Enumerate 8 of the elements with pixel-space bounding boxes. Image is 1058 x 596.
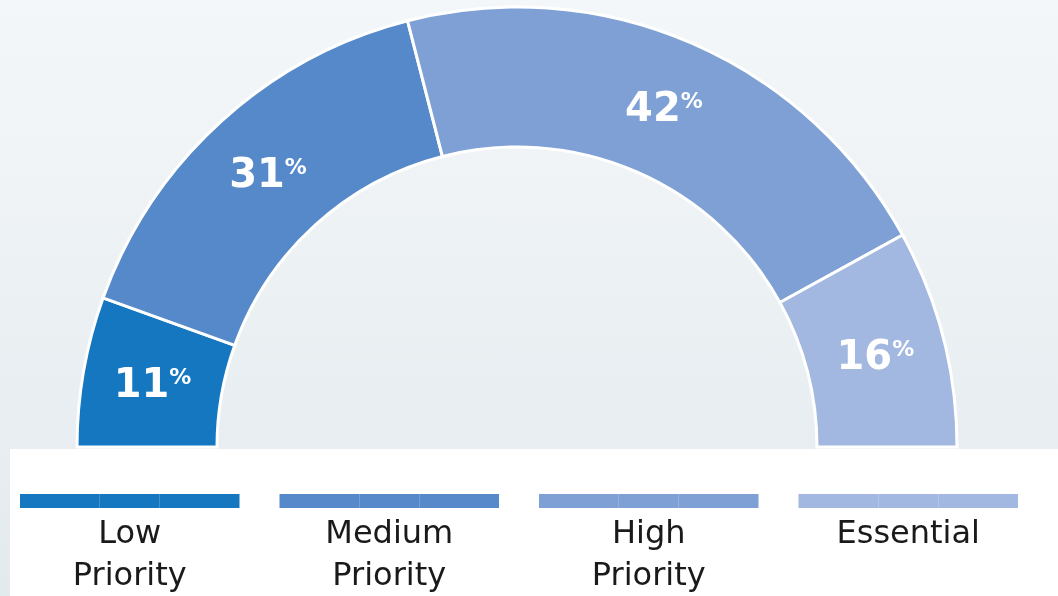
legend-label: Low Priority: [72, 513, 187, 593]
data-label: 42$^{%}$: [625, 84, 703, 131]
legend-label: Medium Priority: [325, 513, 454, 593]
legend-label: High Priority: [591, 513, 706, 593]
legend-label: Essential: [836, 513, 980, 551]
data-label: 16$^{%}$: [836, 331, 915, 378]
data-label: 11$^{%}$: [113, 360, 192, 407]
data-label: 31$^{%}$: [229, 150, 307, 197]
